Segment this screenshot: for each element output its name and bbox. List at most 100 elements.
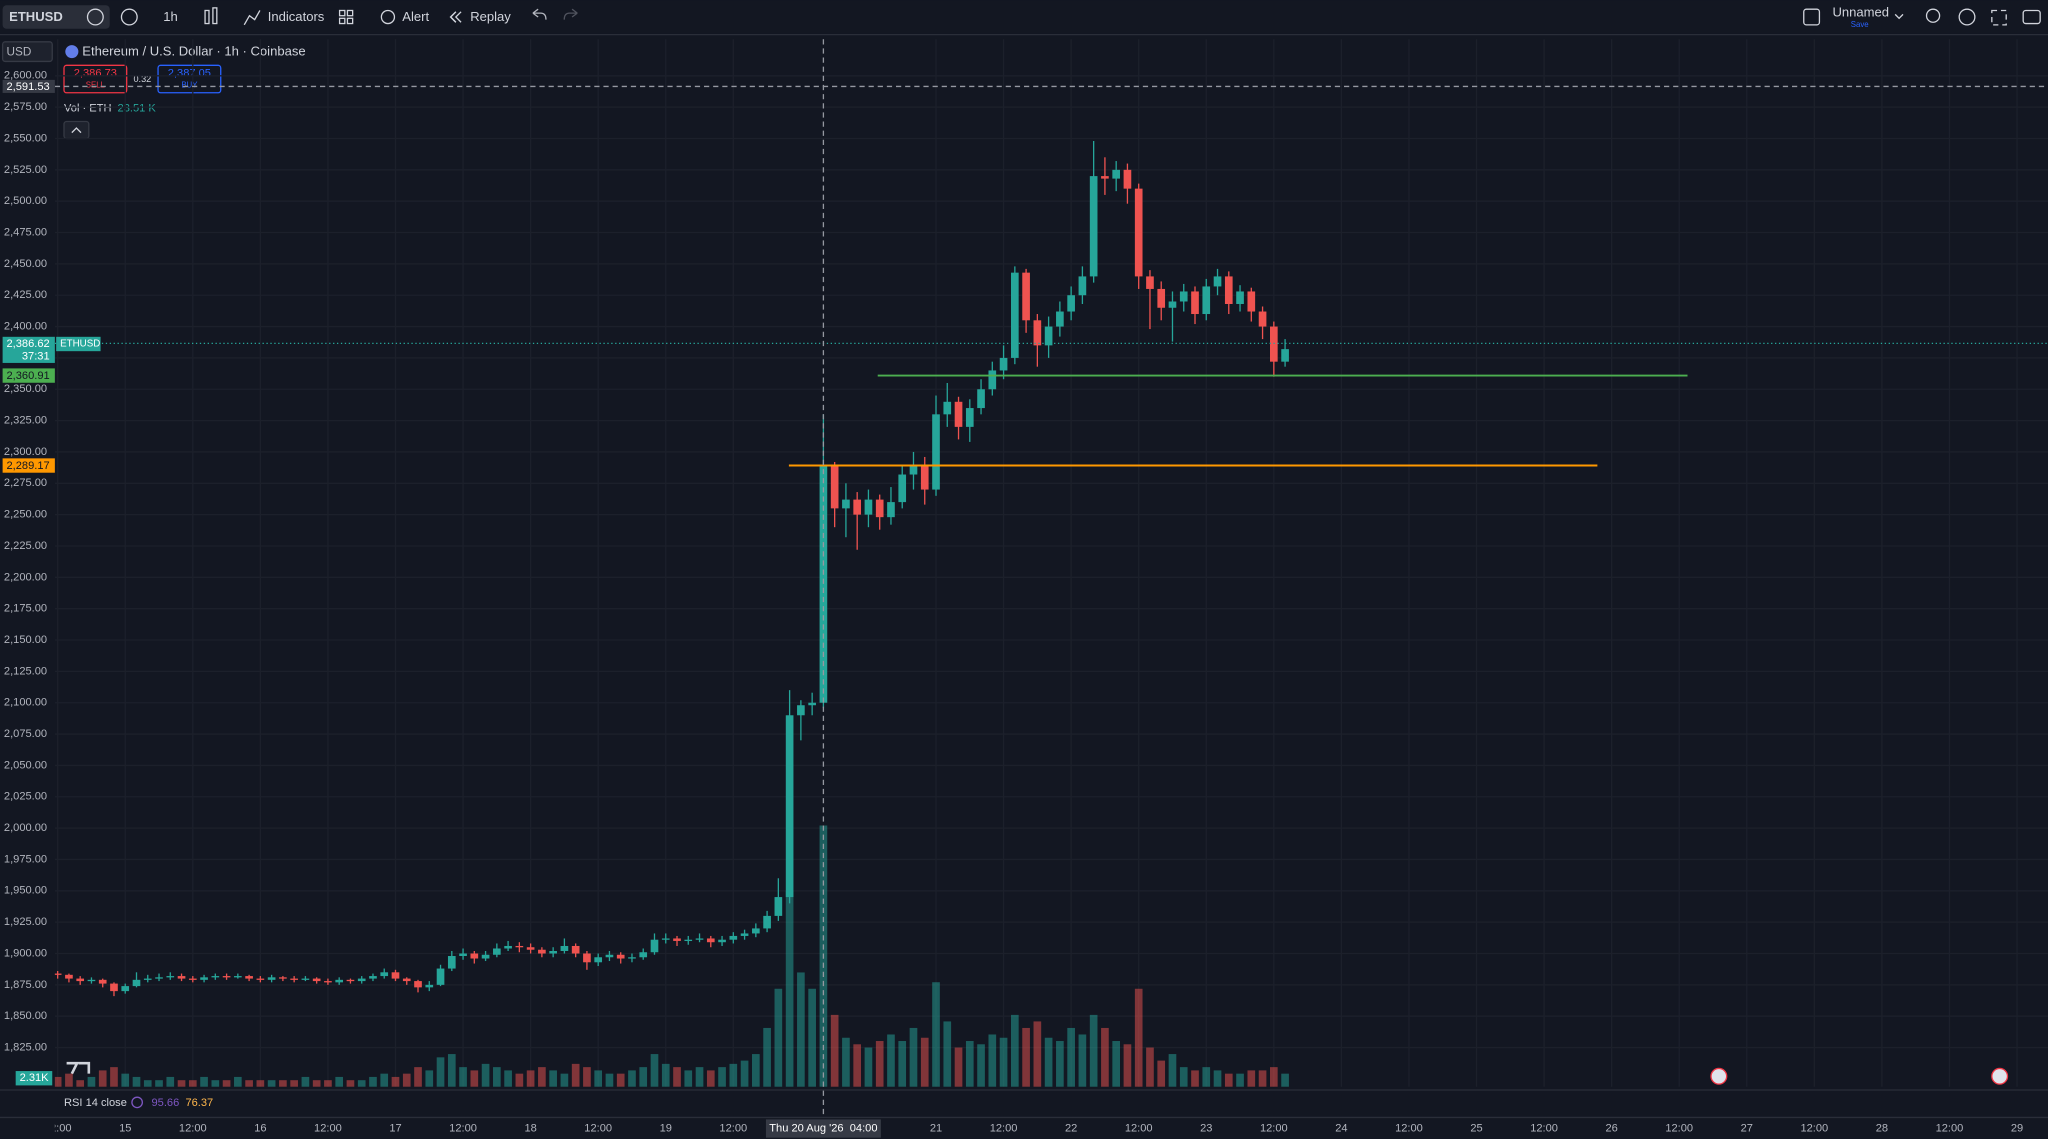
volume-legend: Vol · ETH	[64, 102, 111, 114]
candle-body	[594, 957, 603, 963]
rsi-legend: RSI 14 close	[64, 1097, 127, 1109]
volume-bar	[1112, 1041, 1121, 1087]
collapse-icon[interactable]	[71, 127, 82, 134]
buy-button[interactable]	[157, 64, 222, 94]
chart-type-icon[interactable]	[212, 7, 218, 25]
replay-icon[interactable]	[449, 11, 457, 23]
x-axis: 12:00 15 12:00 16 12:00 17 12:00 18 12:00 19 12:00…	[55, 1122, 2023, 1134]
layout-name[interactable]: Unnamed	[1832, 5, 1889, 20]
volume-bar	[222, 1080, 231, 1087]
volume-bar	[110, 1067, 118, 1087]
currency-box[interactable]	[1, 41, 53, 63]
candle-body	[729, 935, 738, 940]
y-tick-label: 2,050.00	[4, 759, 47, 771]
volume-bar	[673, 1067, 681, 1087]
fullscreen-icon[interactable]	[1991, 9, 2007, 26]
candle-body	[234, 976, 242, 978]
x-tick-label: 21	[930, 1122, 942, 1134]
x-tick-label: 12:00	[1260, 1122, 1288, 1134]
indicators-button[interactable]: Indicators	[268, 9, 325, 24]
event-flag[interactable]	[1710, 1067, 1728, 1085]
price-label: 2,360.91	[7, 370, 50, 382]
candle-body	[256, 978, 265, 980]
chart-type-icon[interactable]	[204, 9, 210, 25]
layout-menu[interactable]	[1894, 13, 1904, 20]
volume-bar	[87, 1076, 96, 1087]
event-flag[interactable]	[1991, 1067, 2009, 1085]
y-tick-label: 1,875.00	[4, 979, 47, 991]
x-tick-label: 27	[1741, 1122, 1753, 1134]
candle-body	[447, 956, 456, 969]
x-tick-label: 12:00	[1395, 1122, 1423, 1134]
volume-bar	[684, 1070, 693, 1087]
sell-label[interactable]: SELL	[86, 81, 106, 90]
volume-bar	[763, 1027, 771, 1087]
settings-icon[interactable]	[1958, 8, 1976, 26]
layout-icon[interactable]	[338, 9, 346, 17]
buy-price[interactable]: 2,387.05	[168, 68, 211, 80]
alert-icon[interactable]	[380, 9, 396, 25]
volume-bar	[1011, 1014, 1019, 1087]
y-tick-label: 2,600.00	[4, 70, 47, 82]
x-tick-label: 12:00	[314, 1122, 342, 1134]
y-tick-label: 2,475.00	[4, 226, 47, 238]
indicators-icon[interactable]	[243, 10, 261, 26]
layout-checkbox[interactable]	[1803, 8, 1821, 26]
candle-body	[380, 972, 389, 977]
symbol-box[interactable]	[2, 5, 110, 29]
countdown: 37:31	[22, 350, 50, 362]
layout-icon[interactable]	[338, 17, 346, 25]
symbol-logo	[65, 45, 79, 59]
candle-body	[763, 915, 771, 929]
currency[interactable]: USD	[7, 45, 32, 58]
sell-price[interactable]: 2,386.73	[74, 68, 117, 80]
y-tick-label: 2,000.00	[4, 822, 47, 834]
add-symbol[interactable]	[120, 8, 138, 26]
volume-bar	[425, 1070, 434, 1087]
x-tick-label: 22	[1065, 1122, 1077, 1134]
sell-button[interactable]	[63, 64, 128, 94]
volume-bar	[774, 988, 783, 1087]
candle-body	[1179, 291, 1188, 302]
candle-body	[211, 976, 220, 978]
volume-bar	[504, 1070, 512, 1087]
candle-body	[335, 979, 344, 983]
volume-bar	[1056, 1041, 1064, 1087]
candle-body	[616, 954, 625, 959]
volume-bar	[436, 1057, 445, 1087]
buy-label[interactable]: BUY	[181, 81, 198, 90]
x-tick-label: 25	[1470, 1122, 1482, 1134]
replay-icon[interactable]	[454, 11, 462, 23]
volume-bar	[200, 1076, 208, 1087]
volume-bar	[830, 1014, 839, 1087]
symbol[interactable]: ETHUSD	[9, 9, 63, 24]
save-button[interactable]: Save	[1851, 20, 1869, 29]
volume-bar	[1258, 1070, 1267, 1087]
undo[interactable]	[532, 8, 547, 20]
symbol-icon[interactable]	[86, 8, 104, 26]
volume-bar	[369, 1076, 377, 1087]
volume-bar	[1224, 1073, 1233, 1087]
alert-button[interactable]: Alert	[402, 9, 429, 24]
candle-body	[414, 981, 422, 988]
x-tick-label: 26	[1605, 1122, 1617, 1134]
x-tick-label: 19	[660, 1122, 672, 1134]
candle-body	[245, 976, 253, 979]
layout-icon[interactable]	[346, 9, 354, 17]
candle-body	[177, 976, 186, 979]
candle-body	[1123, 169, 1132, 189]
collapse-legend[interactable]	[63, 120, 90, 140]
redo[interactable]	[563, 8, 578, 20]
layout-icon[interactable]	[346, 17, 354, 25]
volume-bar	[1168, 1054, 1177, 1087]
candle-body	[1112, 169, 1121, 179]
volume-bar	[571, 1063, 580, 1087]
candle-body	[583, 953, 591, 963]
volume-bar	[1033, 1021, 1042, 1087]
volume-bar	[853, 1044, 862, 1087]
snapshot-icon[interactable]	[2022, 9, 2041, 25]
interval[interactable]: 1h	[163, 9, 178, 24]
volume-bar	[954, 1047, 963, 1087]
search-icon[interactable]	[1925, 8, 1941, 23]
replay-button[interactable]: Replay	[470, 9, 511, 24]
